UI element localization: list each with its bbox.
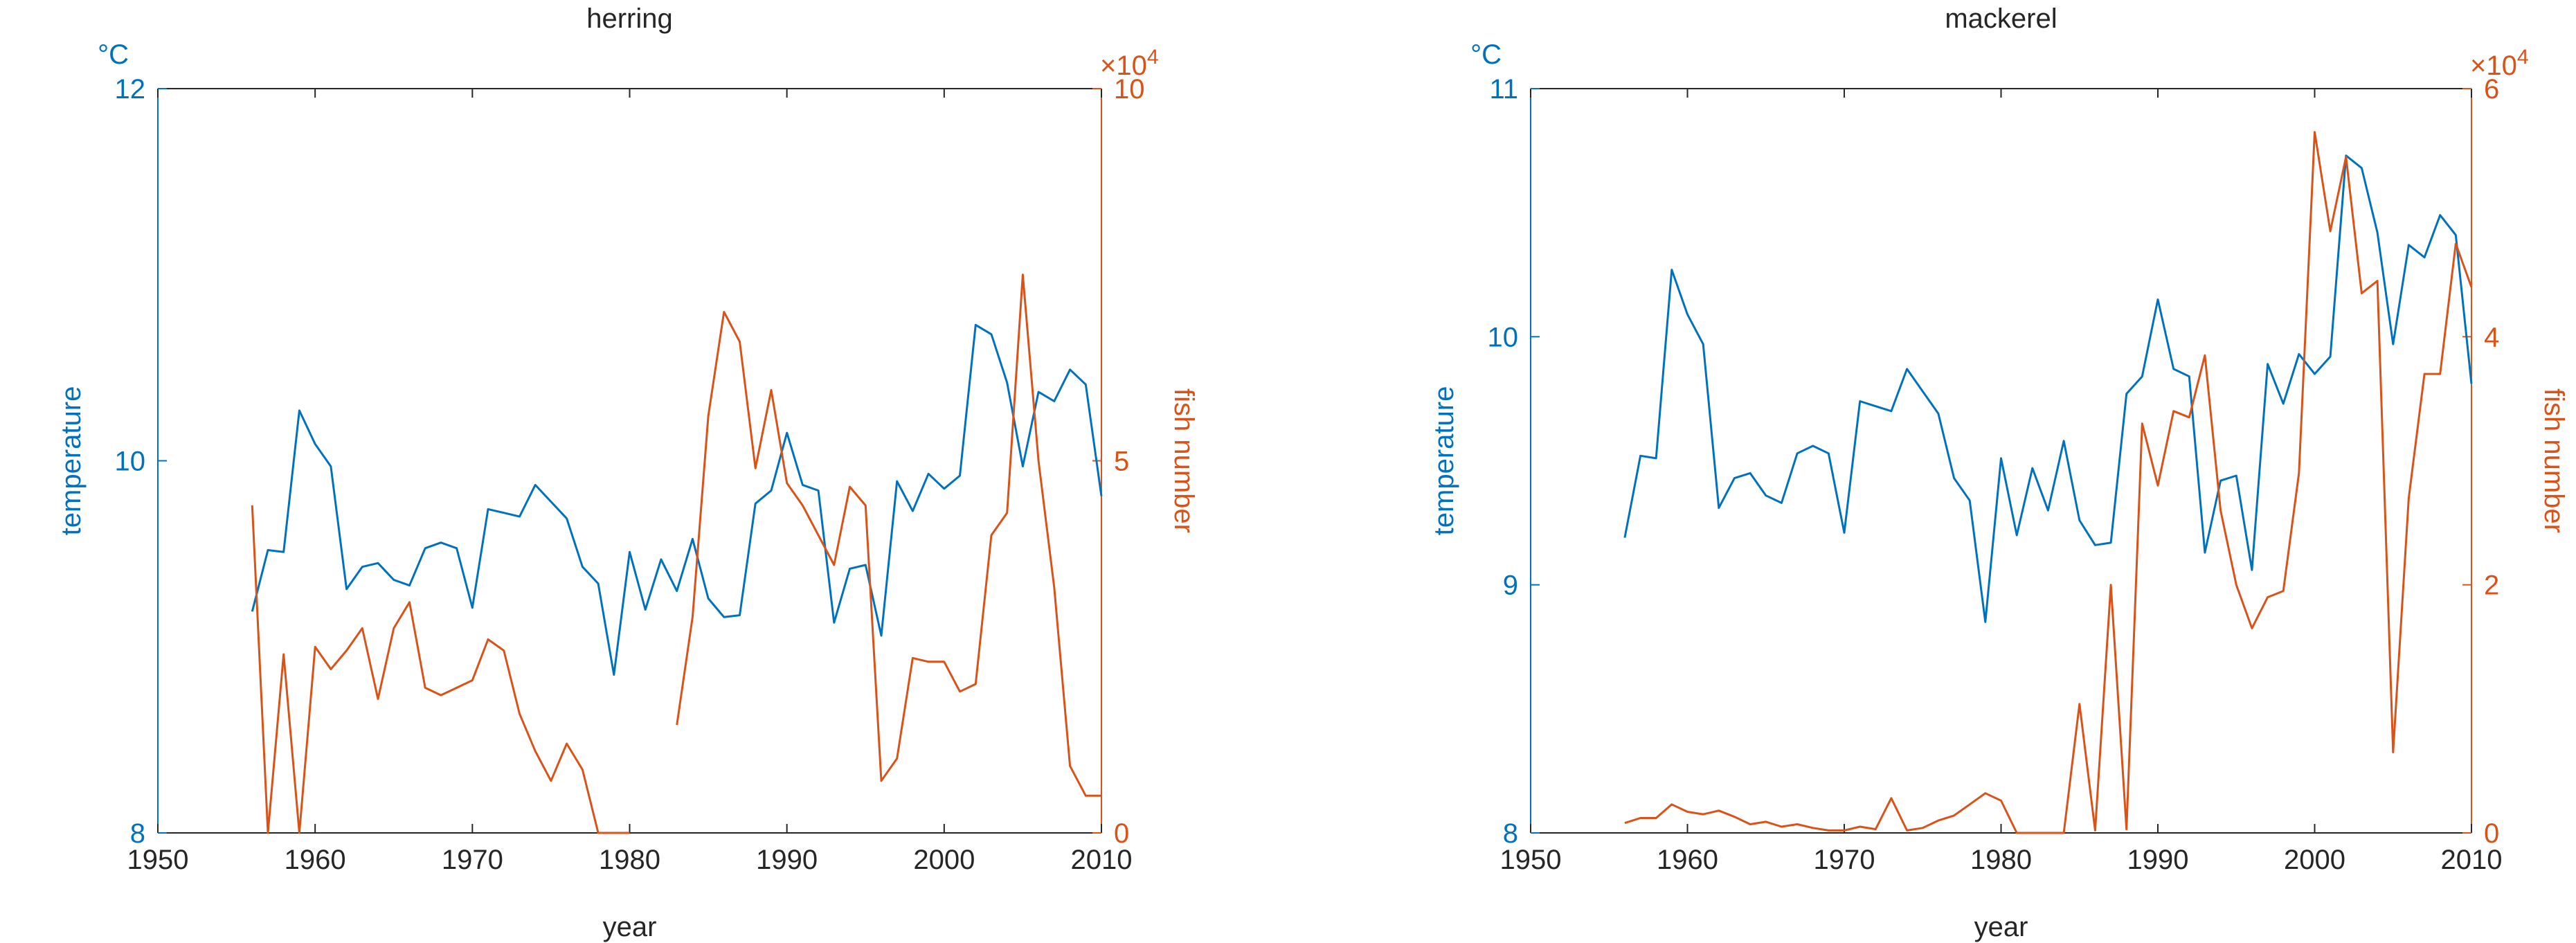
chart-title: herring (586, 3, 673, 34)
x-tick-label: 2010 (2441, 845, 2503, 875)
x-tick-label: 1960 (1657, 845, 1718, 875)
x-tick-label: 1990 (2127, 845, 2189, 875)
x-tick-label: 1970 (442, 845, 503, 875)
right-y-tick-label: 10 (1114, 74, 1145, 105)
temperature-series-line (251, 323, 1103, 676)
fish-number-series-line (1624, 131, 2473, 834)
right-y-tick-label: 0 (2484, 818, 2499, 849)
x-tick-label: 2000 (2284, 845, 2345, 875)
fish-number-series-line (676, 273, 1101, 797)
left-y-tick-label: 9 (1503, 571, 1518, 601)
left-y-tick-label: 11 (1489, 74, 1518, 105)
left-y-tick-label: 8 (1503, 818, 1518, 849)
right-y-tick-label: 6 (2484, 74, 2499, 105)
chart-title: mackerel (1945, 3, 2057, 34)
right-y-tick-label: 2 (2484, 571, 2499, 601)
left-y-tick-label: 12 (115, 74, 146, 105)
left-y-axis-label: temperature (56, 386, 87, 536)
chart-panel-mackerel: 1950 1960 1970 1980 1990 2000 20108910110246ma… (1429, 3, 2569, 942)
x-tick-label: 2000 (913, 845, 975, 875)
multiplier-base: ×10 (1100, 51, 1147, 81)
left-y-tick-label: 8 (130, 818, 145, 849)
x-axis-label: year (603, 912, 657, 942)
left-y-axis-label: temperature (1429, 386, 1459, 536)
multiplier-exponent: 4 (2517, 46, 2529, 69)
right-y-axis-label: fish number (2539, 388, 2569, 533)
right-y-tick-label: 5 (1114, 447, 1129, 477)
x-tick-label: 1980 (599, 845, 660, 875)
left-y-tick-label: 10 (115, 447, 146, 477)
left-axis-unit: °C (1470, 39, 1502, 70)
x-axis-label: year (1974, 912, 2028, 942)
x-tick-label: 1950 (1500, 845, 1562, 875)
x-tick-label: 2010 (1071, 845, 1133, 875)
x-tick-label: 1960 (285, 845, 346, 875)
x-tick-label: 1990 (756, 845, 818, 875)
multiplier-exponent: 4 (1147, 46, 1159, 69)
fish-number-series-line (251, 505, 630, 834)
multiplier-base: ×10 (2470, 51, 2517, 81)
right-axis-multiplier: ×104 (1100, 46, 1159, 81)
right-y-tick-label: 0 (1114, 818, 1129, 849)
x-tick-label: 1980 (1970, 845, 2032, 875)
right-axis-multiplier: ×104 (2470, 46, 2529, 81)
x-tick-label: 1970 (1814, 845, 1875, 875)
left-axis-unit: °C (98, 39, 129, 70)
left-y-tick-label: 10 (1488, 322, 1519, 352)
temperature-series-line (1623, 154, 2473, 623)
right-y-axis-label: fish number (1169, 388, 1199, 533)
chart-panel-herring: 1950 1960 1970 1980 1990 2000 2010 8 10 12 0 5 10 her… (56, 3, 1199, 942)
x-tick-label: 1950 (127, 845, 189, 875)
right-y-tick-label: 4 (2484, 322, 2499, 352)
